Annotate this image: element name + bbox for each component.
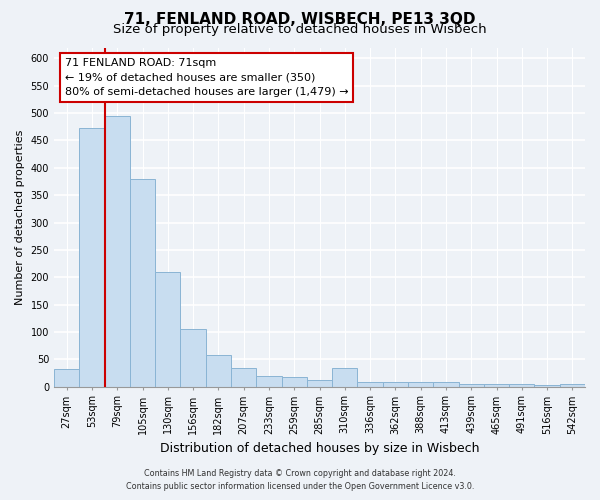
Y-axis label: Number of detached properties: Number of detached properties xyxy=(15,130,25,305)
Text: 71, FENLAND ROAD, WISBECH, PE13 3QD: 71, FENLAND ROAD, WISBECH, PE13 3QD xyxy=(124,12,476,28)
Text: Size of property relative to detached houses in Wisbech: Size of property relative to detached ho… xyxy=(113,22,487,36)
Bar xyxy=(358,382,383,386)
Bar xyxy=(383,382,408,386)
Bar xyxy=(256,376,281,386)
Text: Contains HM Land Registry data © Crown copyright and database right 2024.
Contai: Contains HM Land Registry data © Crown c… xyxy=(126,469,474,491)
Bar xyxy=(104,116,130,386)
Bar xyxy=(181,329,206,386)
X-axis label: Distribution of detached houses by size in Wisbech: Distribution of detached houses by size … xyxy=(160,442,479,455)
Bar xyxy=(231,368,256,386)
Bar xyxy=(54,369,79,386)
Bar xyxy=(155,272,181,386)
Bar xyxy=(281,377,307,386)
Text: 71 FENLAND ROAD: 71sqm
← 19% of detached houses are smaller (350)
80% of semi-de: 71 FENLAND ROAD: 71sqm ← 19% of detached… xyxy=(65,58,348,98)
Bar xyxy=(307,380,332,386)
Bar xyxy=(130,179,155,386)
Bar xyxy=(560,384,585,386)
Bar xyxy=(206,356,231,386)
Bar xyxy=(509,384,535,386)
Bar xyxy=(484,384,509,386)
Bar xyxy=(535,385,560,386)
Bar xyxy=(458,384,484,386)
Bar xyxy=(408,382,433,386)
Bar xyxy=(332,368,358,386)
Bar xyxy=(433,382,458,386)
Bar xyxy=(79,128,104,386)
